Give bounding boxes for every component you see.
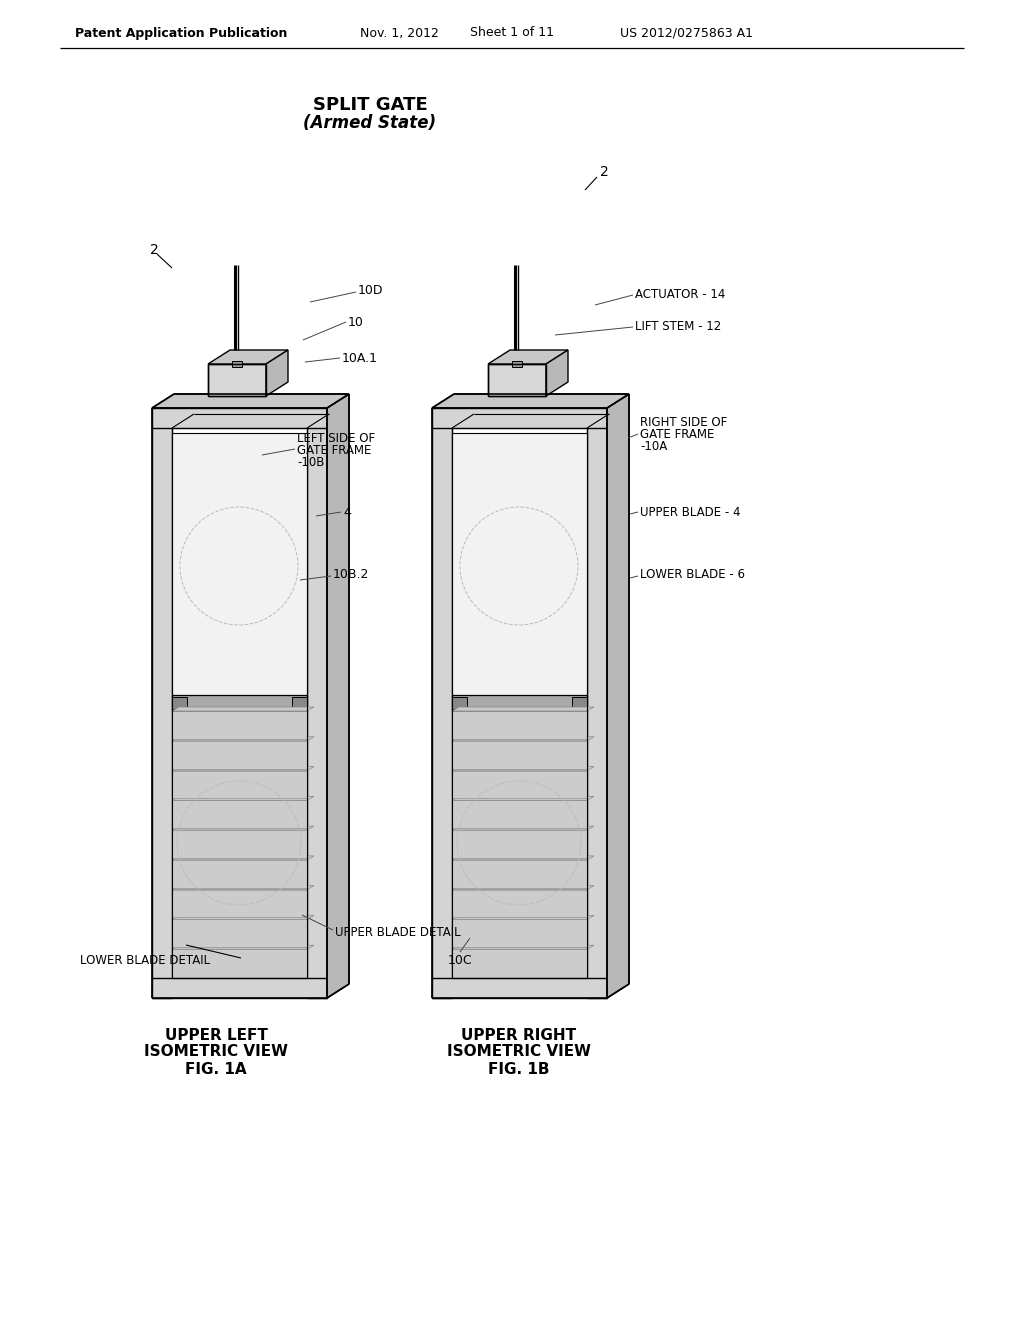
Polygon shape: [452, 711, 587, 739]
Polygon shape: [172, 859, 307, 887]
Polygon shape: [172, 855, 314, 859]
Polygon shape: [172, 708, 314, 711]
Polygon shape: [152, 978, 327, 998]
Polygon shape: [172, 711, 307, 739]
Polygon shape: [452, 708, 594, 711]
Polygon shape: [172, 949, 307, 977]
Text: FIG. 1A: FIG. 1A: [185, 1061, 247, 1077]
Polygon shape: [452, 945, 594, 949]
Polygon shape: [327, 393, 349, 998]
Text: RIGHT SIDE OF: RIGHT SIDE OF: [640, 416, 727, 429]
Text: 2: 2: [600, 165, 608, 180]
Polygon shape: [452, 859, 587, 887]
Text: -10B: -10B: [297, 455, 325, 469]
Text: UPPER LEFT: UPPER LEFT: [165, 1027, 267, 1043]
Polygon shape: [172, 800, 307, 828]
Polygon shape: [452, 737, 594, 741]
Text: ISOMETRIC VIEW: ISOMETRIC VIEW: [144, 1044, 288, 1060]
Polygon shape: [452, 433, 587, 698]
Polygon shape: [452, 826, 594, 830]
Text: GATE FRAME: GATE FRAME: [640, 428, 715, 441]
Polygon shape: [152, 393, 349, 408]
Polygon shape: [172, 741, 307, 768]
Polygon shape: [172, 916, 314, 920]
Polygon shape: [172, 771, 307, 799]
Polygon shape: [546, 350, 568, 396]
Polygon shape: [512, 360, 522, 367]
Text: Sheet 1 of 11: Sheet 1 of 11: [462, 26, 554, 40]
Text: UPPER BLADE - 4: UPPER BLADE - 4: [640, 506, 740, 519]
Polygon shape: [432, 408, 452, 998]
Text: Patent Application Publication: Patent Application Publication: [75, 26, 288, 40]
Text: SPLIT GATE: SPLIT GATE: [312, 96, 427, 114]
Text: 10B.2: 10B.2: [333, 569, 370, 582]
Polygon shape: [292, 697, 307, 709]
Polygon shape: [587, 408, 607, 998]
Polygon shape: [172, 890, 307, 917]
Polygon shape: [452, 949, 587, 977]
Polygon shape: [266, 350, 288, 396]
Polygon shape: [452, 771, 587, 799]
Polygon shape: [452, 767, 594, 771]
Text: ISOMETRIC VIEW: ISOMETRIC VIEW: [447, 1044, 591, 1060]
Polygon shape: [208, 364, 266, 396]
Polygon shape: [432, 393, 629, 408]
Polygon shape: [152, 408, 327, 428]
Polygon shape: [452, 697, 467, 709]
Polygon shape: [432, 408, 607, 428]
Polygon shape: [208, 350, 288, 364]
Polygon shape: [488, 350, 568, 364]
Polygon shape: [452, 916, 594, 920]
Text: LEFT SIDE OF: LEFT SIDE OF: [297, 432, 375, 445]
Polygon shape: [172, 697, 187, 709]
Polygon shape: [452, 796, 594, 800]
Polygon shape: [607, 393, 629, 998]
Polygon shape: [572, 697, 587, 709]
Text: 10: 10: [348, 315, 364, 329]
Polygon shape: [452, 920, 587, 948]
Text: UPPER RIGHT: UPPER RIGHT: [462, 1027, 577, 1043]
Text: 10A.1: 10A.1: [342, 351, 378, 364]
Polygon shape: [432, 978, 607, 998]
Polygon shape: [172, 826, 314, 830]
Text: 4: 4: [343, 506, 351, 519]
Text: FIG. 1B: FIG. 1B: [488, 1061, 550, 1077]
Polygon shape: [172, 920, 307, 948]
Polygon shape: [172, 830, 307, 858]
Polygon shape: [172, 737, 314, 741]
Polygon shape: [488, 364, 546, 396]
Text: -10A: -10A: [640, 440, 668, 453]
Polygon shape: [172, 886, 314, 890]
Text: Nov. 1, 2012: Nov. 1, 2012: [360, 26, 439, 40]
Polygon shape: [452, 855, 594, 859]
Polygon shape: [172, 433, 307, 698]
Polygon shape: [172, 696, 307, 711]
Polygon shape: [452, 800, 587, 828]
Text: (Armed State): (Armed State): [303, 114, 436, 132]
Text: US 2012/0275863 A1: US 2012/0275863 A1: [620, 26, 753, 40]
Polygon shape: [452, 886, 594, 890]
Text: LIFT STEM - 12: LIFT STEM - 12: [635, 321, 721, 334]
Polygon shape: [172, 796, 314, 800]
Polygon shape: [452, 830, 587, 858]
Text: 10D: 10D: [358, 284, 384, 297]
Polygon shape: [172, 767, 314, 771]
Polygon shape: [152, 408, 172, 998]
Text: LOWER BLADE - 6: LOWER BLADE - 6: [640, 569, 745, 582]
Polygon shape: [172, 945, 314, 949]
Text: LOWER BLADE DETAIL: LOWER BLADE DETAIL: [80, 953, 210, 966]
Text: GATE FRAME: GATE FRAME: [297, 444, 372, 457]
Polygon shape: [232, 360, 242, 367]
Polygon shape: [452, 890, 587, 917]
Polygon shape: [307, 408, 327, 998]
Text: 10C: 10C: [449, 953, 473, 966]
Polygon shape: [452, 696, 587, 711]
Text: 2: 2: [150, 243, 159, 257]
Polygon shape: [452, 741, 587, 768]
Text: UPPER BLADE DETAIL: UPPER BLADE DETAIL: [335, 925, 461, 939]
Text: ACTUATOR - 14: ACTUATOR - 14: [635, 289, 725, 301]
